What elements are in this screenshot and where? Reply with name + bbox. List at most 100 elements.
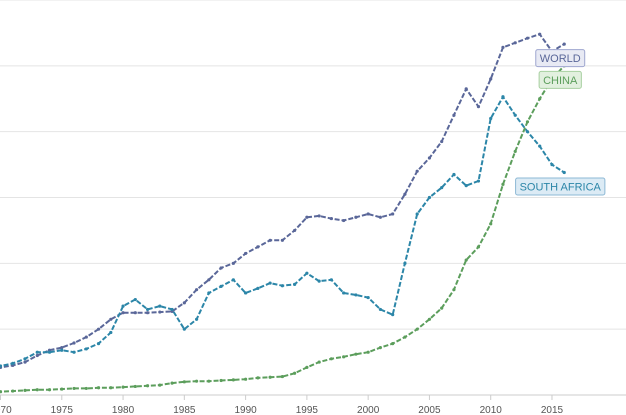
data-point-world bbox=[317, 214, 321, 218]
data-point-world bbox=[440, 139, 444, 144]
data-point-china bbox=[170, 381, 174, 385]
data-point-world bbox=[207, 278, 211, 282]
data-point-south-africa bbox=[525, 130, 530, 134]
data-point-south-africa bbox=[354, 293, 358, 297]
data-point-south-africa bbox=[35, 350, 39, 354]
data-point-china bbox=[47, 388, 52, 392]
data-point-china bbox=[525, 120, 530, 124]
data-point-world bbox=[244, 251, 248, 256]
data-point-south-africa bbox=[60, 348, 64, 352]
x-tick-label: 1985 bbox=[173, 405, 196, 415]
data-point-world bbox=[84, 335, 88, 339]
data-point-south-africa bbox=[378, 307, 383, 312]
data-point-south-africa bbox=[121, 304, 125, 308]
data-point-china bbox=[219, 378, 223, 383]
data-point-south-africa bbox=[244, 291, 248, 295]
data-point-china bbox=[476, 245, 481, 249]
data-point-south-africa bbox=[231, 278, 235, 282]
data-point-south-africa bbox=[133, 297, 137, 302]
data-point-south-africa bbox=[550, 162, 554, 167]
data-point-south-africa bbox=[415, 212, 419, 216]
data-point-world bbox=[476, 105, 481, 109]
x-tick-label: 1990 bbox=[234, 405, 257, 415]
data-point-world bbox=[501, 45, 505, 50]
series-label-text: WORLD bbox=[540, 53, 581, 65]
data-point-south-africa bbox=[84, 347, 88, 351]
data-point-south-africa bbox=[366, 295, 370, 300]
data-point-world bbox=[329, 216, 333, 221]
data-point-china bbox=[182, 380, 186, 384]
series-label-box bbox=[538, 70, 582, 89]
data-point-south-africa bbox=[489, 116, 493, 121]
data-point-world bbox=[538, 32, 542, 36]
data-point-world bbox=[378, 215, 383, 219]
data-point-china bbox=[231, 378, 235, 382]
x-tick-label: 2000 bbox=[357, 405, 380, 415]
data-point-china bbox=[11, 389, 15, 393]
data-point-south-africa bbox=[464, 184, 468, 188]
series-line-world bbox=[0, 33, 565, 369]
data-point-world bbox=[293, 228, 297, 233]
series-label-box bbox=[535, 49, 586, 68]
data-point-world bbox=[489, 77, 493, 81]
data-point-world bbox=[72, 341, 76, 345]
data-point-china bbox=[158, 383, 162, 387]
data-point-china bbox=[293, 371, 297, 375]
data-point-south-africa bbox=[513, 113, 517, 117]
data-point-south-africa bbox=[0, 364, 3, 368]
x-tick-label: 2015 bbox=[541, 405, 564, 415]
data-point-world bbox=[182, 301, 186, 305]
data-point-china bbox=[378, 346, 383, 350]
data-point-world bbox=[219, 266, 223, 270]
data-point-south-africa bbox=[562, 170, 566, 175]
data-point-south-africa bbox=[391, 313, 395, 317]
data-point-world bbox=[121, 311, 125, 315]
data-point-china bbox=[317, 360, 321, 364]
data-point-china bbox=[145, 384, 150, 388]
data-point-world bbox=[60, 346, 64, 350]
data-point-world bbox=[391, 212, 395, 216]
data-point-china bbox=[452, 288, 456, 292]
data-point-south-africa bbox=[329, 278, 333, 282]
data-point-world bbox=[305, 215, 309, 219]
gridlines bbox=[0, 0, 626, 330]
x-tick-label: 2010 bbox=[480, 405, 503, 415]
x-axis: 1970 1975 1980 1985 1990 1995 2000 2005 2010 2015 bbox=[0, 394, 626, 415]
data-point-south-africa bbox=[23, 357, 27, 361]
data-point-world bbox=[268, 238, 272, 242]
data-point-china bbox=[72, 386, 76, 391]
data-point-china bbox=[440, 306, 444, 310]
data-point-world bbox=[452, 113, 456, 117]
series-label-box bbox=[515, 177, 606, 196]
data-point-world bbox=[23, 360, 27, 364]
x-tick-label: 1980 bbox=[112, 405, 135, 415]
data-point-south-africa bbox=[342, 291, 346, 295]
data-point-world bbox=[464, 87, 468, 91]
data-point-south-africa bbox=[219, 284, 223, 288]
data-point-south-africa bbox=[305, 271, 309, 275]
data-point-south-africa bbox=[403, 261, 407, 265]
data-point-south-africa bbox=[47, 350, 52, 354]
data-point-world bbox=[133, 311, 137, 315]
data-point-world bbox=[96, 327, 101, 331]
data-point-china bbox=[84, 386, 88, 391]
data-point-china bbox=[329, 357, 333, 361]
data-point-south-africa bbox=[109, 330, 113, 335]
data-point-south-africa bbox=[476, 179, 481, 183]
data-point-china bbox=[415, 327, 419, 331]
x-tick-label: 1995 bbox=[296, 405, 319, 415]
data-point-world bbox=[403, 192, 407, 196]
data-point-china bbox=[538, 97, 542, 101]
data-point-south-africa bbox=[501, 95, 505, 99]
series-line-china bbox=[0, 65, 565, 393]
data-point-world bbox=[415, 169, 419, 173]
data-point-china bbox=[342, 355, 346, 359]
data-point-south-africa bbox=[11, 361, 15, 365]
data-point-world bbox=[342, 218, 346, 223]
data-point-china bbox=[194, 379, 199, 383]
data-point-south-africa bbox=[317, 279, 321, 283]
data-point-world bbox=[256, 245, 260, 249]
data-point-world bbox=[35, 353, 39, 358]
data-point-china bbox=[0, 390, 3, 394]
